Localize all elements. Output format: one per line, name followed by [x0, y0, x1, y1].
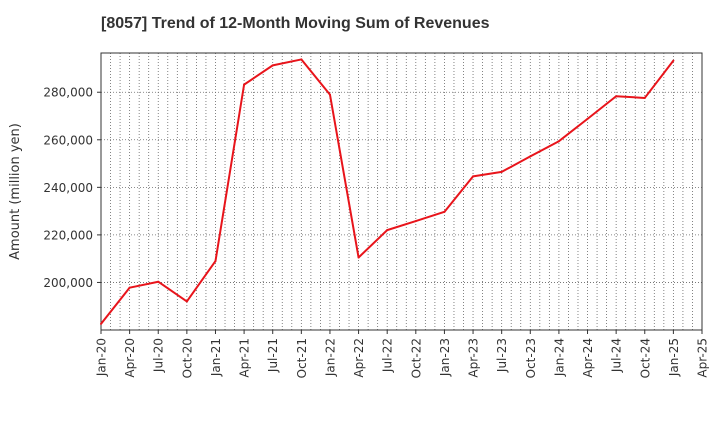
data-point	[243, 83, 246, 86]
x-tick-label: Oct-23	[524, 338, 538, 378]
x-tick-label: Jul-21	[266, 338, 280, 373]
plot-frame	[100, 52, 703, 331]
chart-title: [8057] Trend of 12-Month Moving Sum of R…	[101, 15, 490, 32]
x-tick-label: Apr-23	[467, 338, 481, 378]
y-tick-label: 240,000	[43, 181, 93, 195]
data-point	[443, 210, 446, 213]
x-tick-label: Apr-21	[238, 338, 252, 378]
x-tick-label: Apr-22	[352, 338, 366, 378]
x-tick-label: Jan-25	[667, 338, 681, 377]
x-tick-label: Oct-22	[409, 338, 423, 378]
x-tick-label: Oct-24	[638, 338, 652, 378]
data-point	[357, 256, 360, 259]
x-tick-label: Jan-20	[95, 338, 109, 377]
data-point	[386, 229, 389, 232]
data-point	[586, 117, 589, 120]
x-tick-label: Apr-20	[123, 338, 137, 378]
data-point	[157, 280, 160, 283]
x-tick-label: Apr-25	[696, 338, 710, 378]
x-tick-label: Jul-22	[381, 338, 395, 373]
y-tick-label: 200,000	[43, 276, 93, 290]
x-tick-label: Jul-24	[610, 338, 624, 373]
x-tick-label: Jul-23	[495, 338, 509, 373]
x-tick-label: Jan-23	[438, 338, 452, 377]
x-tick-label: Jan-21	[209, 338, 223, 377]
data-point	[300, 58, 303, 61]
data-point	[214, 260, 217, 263]
y-tick-label: 220,000	[43, 228, 93, 242]
data-point	[615, 95, 618, 98]
x-tick-label: Jan-24	[552, 338, 566, 377]
data-point	[100, 322, 102, 325]
y-tick-label: 260,000	[43, 133, 93, 147]
data-point	[557, 140, 560, 143]
data-point	[529, 155, 532, 158]
x-tick-label: Oct-20	[180, 338, 194, 378]
x-tick-label: Jul-20	[152, 338, 166, 373]
y-axis-title: Amount (million yen)	[8, 123, 23, 260]
data-point	[643, 96, 646, 99]
data-point	[414, 220, 417, 223]
y-tick-label: 280,000	[43, 86, 93, 100]
data-point	[472, 175, 475, 178]
x-tick-label: Apr-24	[581, 338, 595, 378]
data-point	[128, 286, 131, 289]
x-tick-label: Jan-22	[323, 338, 337, 377]
data-point	[500, 170, 503, 173]
x-tick-label: Oct-21	[295, 338, 309, 378]
data-point	[271, 64, 274, 67]
data-point	[328, 93, 331, 96]
data-point	[672, 59, 675, 62]
data-point	[185, 300, 188, 303]
